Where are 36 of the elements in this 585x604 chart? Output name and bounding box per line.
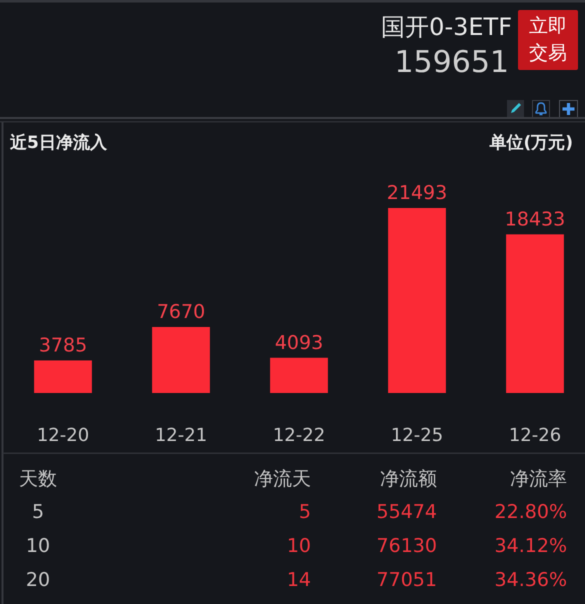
text: 159651 <box>394 45 509 80</box>
x-tick-label: 12-20 <box>36 425 90 446</box>
chart-subtitle: 单位(万元) <box>488 133 573 153</box>
data-label: 3785 <box>38 334 88 356</box>
x-tick-label: 12-26 <box>508 425 562 446</box>
text: 34.36% <box>494 569 567 591</box>
text: 立即交易 <box>528 14 568 66</box>
data-label: 4093 <box>274 332 324 354</box>
x-tick-label: 12-25 <box>390 425 444 446</box>
x-tick-label: 12-22 <box>272 425 326 446</box>
text: 净流率 <box>510 468 567 490</box>
data-label: 18433 <box>504 208 566 230</box>
text: 净流额 <box>380 468 437 490</box>
text: 5 <box>298 501 311 523</box>
bar <box>506 234 564 393</box>
text: 10 <box>286 535 311 557</box>
text: 22.80% <box>494 501 567 523</box>
bar <box>34 360 92 393</box>
text: 76130 <box>376 535 437 557</box>
data-label: 7670 <box>156 300 206 323</box>
chart-title: 近5日净流入 <box>9 133 108 153</box>
text: 14 <box>286 569 311 591</box>
text: 77051 <box>376 569 437 591</box>
text: 10 <box>26 535 50 557</box>
text: 5 <box>32 501 44 523</box>
text: 34.12% <box>494 535 567 557</box>
bar <box>388 208 446 393</box>
text: 国开0-3ETF <box>381 13 512 41</box>
data-label: 21493 <box>386 182 448 204</box>
text: 净流天 <box>254 468 311 490</box>
text: 20 <box>26 569 50 591</box>
bar <box>270 358 328 393</box>
text: 55474 <box>376 501 437 523</box>
text: 天数 <box>19 468 57 490</box>
bar <box>152 326 210 393</box>
x-tick-label: 12-21 <box>154 425 208 446</box>
